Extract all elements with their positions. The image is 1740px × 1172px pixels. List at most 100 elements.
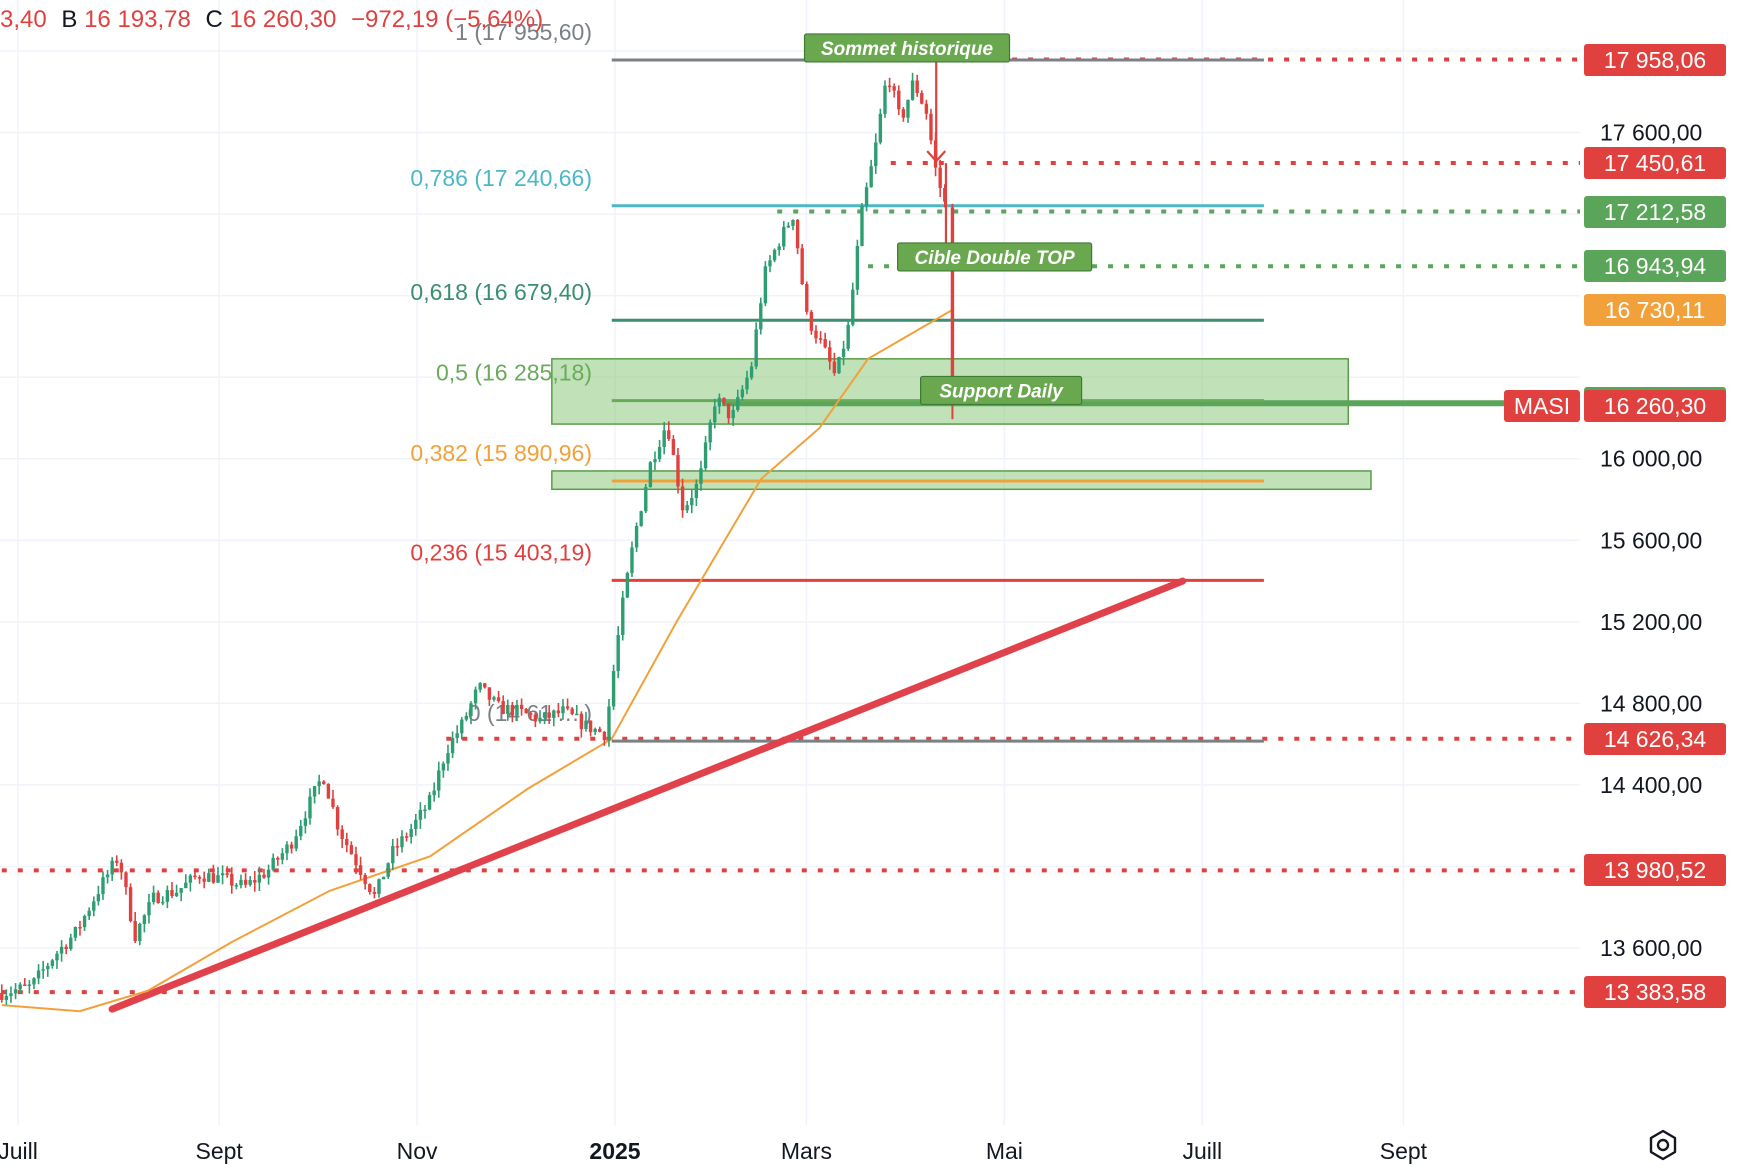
candle-body: [602, 731, 607, 741]
x-tick-label: Sept: [195, 1138, 243, 1164]
candle-body: [487, 687, 492, 700]
candle-body: [142, 915, 147, 924]
candle-body: [510, 704, 515, 716]
ohlc-c-label: C: [205, 6, 223, 33]
candle-body: [515, 704, 519, 716]
candle-body: [680, 486, 685, 511]
candle-body: [690, 498, 694, 506]
candle-body: [299, 825, 303, 837]
candle-body: [519, 704, 524, 709]
candle-body: [901, 109, 906, 118]
candle-body: [874, 142, 878, 167]
candle-body: [207, 873, 211, 882]
candle-body: [372, 892, 377, 894]
candle-body: [50, 960, 55, 966]
candle-body: [483, 683, 487, 688]
y-axis[interactable]: 13 600,00 14 400,00 14 800,00 15 200,00 15 6…: [1600, 120, 1702, 961]
candle-body: [846, 324, 850, 349]
candle-body: [285, 844, 289, 854]
candle-body: [432, 790, 436, 796]
candle-body: [105, 874, 110, 878]
candle-body: [598, 728, 602, 732]
candle-body: [128, 887, 133, 922]
candle-body: [386, 863, 390, 877]
candles: [0, 72, 955, 1005]
candle-body: [639, 511, 643, 527]
annotations: Sommet historique Cible Double TOP Support…: [803, 33, 1093, 406]
candle-body: [437, 770, 441, 791]
candle-body: [478, 683, 482, 690]
candle-body: [869, 166, 873, 188]
candle-body: [170, 890, 174, 897]
candle-body: [473, 689, 478, 704]
candle-body: [377, 879, 381, 894]
y-tick-label: 15 200,00: [1600, 609, 1702, 635]
candle-body: [883, 85, 887, 114]
candle-body: [579, 713, 584, 730]
candle-body: [611, 671, 616, 707]
candle-body: [193, 875, 197, 878]
candle-body: [671, 439, 676, 455]
ohlc-b-label: B: [61, 6, 78, 33]
candle-body: [36, 970, 41, 979]
gear-icon[interactable]: [1646, 1128, 1680, 1162]
annotation-box: [803, 33, 1011, 63]
candle-body: [335, 807, 340, 830]
candle-body: [18, 984, 22, 990]
candle-body: [561, 706, 565, 714]
ohlc-open-fragment: 3,40: [0, 6, 47, 33]
candle-body: [243, 879, 248, 885]
candle-body: [791, 219, 795, 226]
candle-body: [800, 248, 804, 285]
candle-body: [414, 819, 418, 829]
x-tick-label: Sept: [1380, 1138, 1428, 1164]
candle-body: [409, 828, 413, 837]
candle-body: [556, 710, 561, 714]
candle-body: [754, 329, 758, 367]
candle-body: [312, 786, 317, 797]
candle-body: [924, 103, 929, 114]
candle-body: [621, 597, 625, 635]
candle-body: [607, 706, 611, 741]
candle-body: [211, 873, 216, 883]
candle-body: [156, 892, 160, 903]
candle-body: [23, 984, 27, 986]
candle-body: [786, 225, 791, 228]
candle-body: [331, 798, 335, 808]
candle-body: [469, 703, 473, 716]
candle-body: [340, 829, 344, 840]
candle-body: [308, 796, 312, 819]
candle-body: [147, 902, 151, 916]
annotation-label: Sommet historique: [821, 39, 994, 60]
candle-body: [151, 892, 156, 903]
fib-level-label: 0,382 (15 890,96): [410, 440, 592, 466]
candle-body: [110, 860, 114, 875]
x-axis[interactable]: Juill Sept Nov 2025 Mars Mai Juill Sept: [0, 1138, 1428, 1164]
candle-body: [349, 845, 354, 855]
candle-body: [630, 547, 634, 574]
ohlc-change: −972,19 (−5,64%): [351, 6, 544, 33]
candle-body: [915, 80, 919, 94]
candle-body: [418, 809, 423, 820]
candle-body: [345, 839, 349, 846]
candle-body: [391, 846, 395, 864]
y-tick-label: 14 800,00: [1600, 690, 1702, 716]
candle-body: [524, 708, 528, 714]
candle-body: [492, 697, 496, 700]
candle-body: [726, 403, 731, 419]
candle-body: [685, 505, 689, 511]
candle-body: [745, 377, 749, 390]
candle-body: [46, 965, 50, 970]
annotation-box: [920, 375, 1083, 406]
fib-level-label: 0,236 (15 403,19): [410, 539, 592, 565]
candle-body: [860, 205, 864, 247]
candle-body: [533, 714, 538, 722]
candle-body: [542, 712, 547, 718]
ohlc-c-value: 16 260,30: [229, 6, 337, 33]
candle-body: [225, 873, 229, 875]
candle-body: [124, 872, 128, 888]
level-price-tag: 13 383,58: [1584, 976, 1726, 1009]
current-price-tag: 16 730,11: [1584, 293, 1726, 326]
candle-body: [814, 330, 818, 339]
